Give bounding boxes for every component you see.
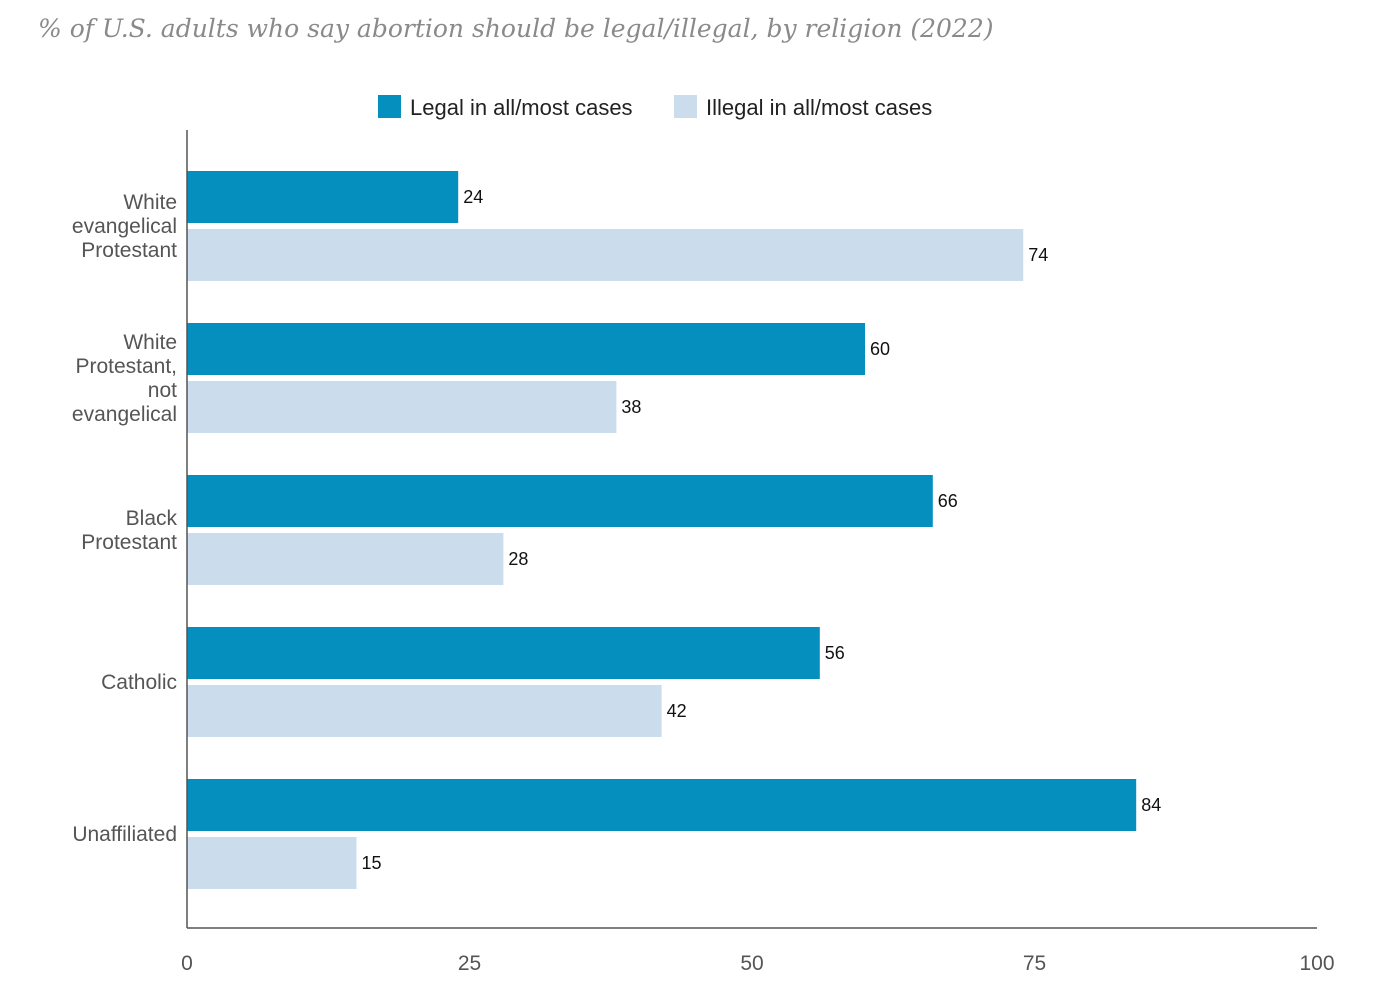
value-label-3-1: 42 (667, 701, 687, 721)
legend-swatch-0 (378, 95, 401, 118)
value-label-4-0: 84 (1141, 795, 1161, 815)
bar-0-0 (187, 171, 459, 223)
bar-1-0 (187, 323, 865, 375)
value-label-2-0: 66 (938, 491, 958, 511)
x-tick-label-3: 75 (1023, 952, 1046, 975)
bar-4-1 (187, 837, 357, 889)
category-label-0: White evangelical Protestant (72, 191, 177, 262)
value-label-1-1: 38 (621, 397, 641, 417)
x-tick-label-2: 50 (740, 952, 763, 975)
legend-label-0: Legal in all/most cases (410, 95, 633, 120)
category-label-3: Catholic (101, 671, 177, 694)
category-label-2: Black Protestant (81, 507, 177, 554)
bar-3-1 (187, 685, 662, 737)
value-label-0-1: 74 (1028, 245, 1048, 265)
bar-3-0 (187, 627, 820, 679)
bar-4-0 (187, 779, 1137, 831)
x-tick-label-1: 25 (458, 952, 481, 975)
bar-2-0 (187, 475, 933, 527)
value-label-3-0: 56 (825, 643, 845, 663)
bar-1-1 (187, 381, 617, 433)
bar-0-1 (187, 229, 1024, 281)
value-label-0-0: 24 (463, 187, 483, 207)
x-tick-label-4: 100 (1299, 952, 1334, 975)
bar-2-1 (187, 533, 504, 585)
value-label-2-1: 28 (508, 549, 528, 569)
x-tick-label-0: 0 (181, 952, 193, 975)
value-label-1-0: 60 (870, 339, 890, 359)
category-label-4: Unaffiliated (72, 823, 177, 846)
legend-swatch-1 (674, 95, 697, 118)
legend-label-1: Illegal in all/most cases (706, 95, 932, 120)
category-label-1: White Protestant, not evangelical (72, 331, 177, 426)
chart-title: % of U.S. adults who say abortion should… (38, 14, 994, 43)
value-label-4-1: 15 (362, 853, 382, 873)
